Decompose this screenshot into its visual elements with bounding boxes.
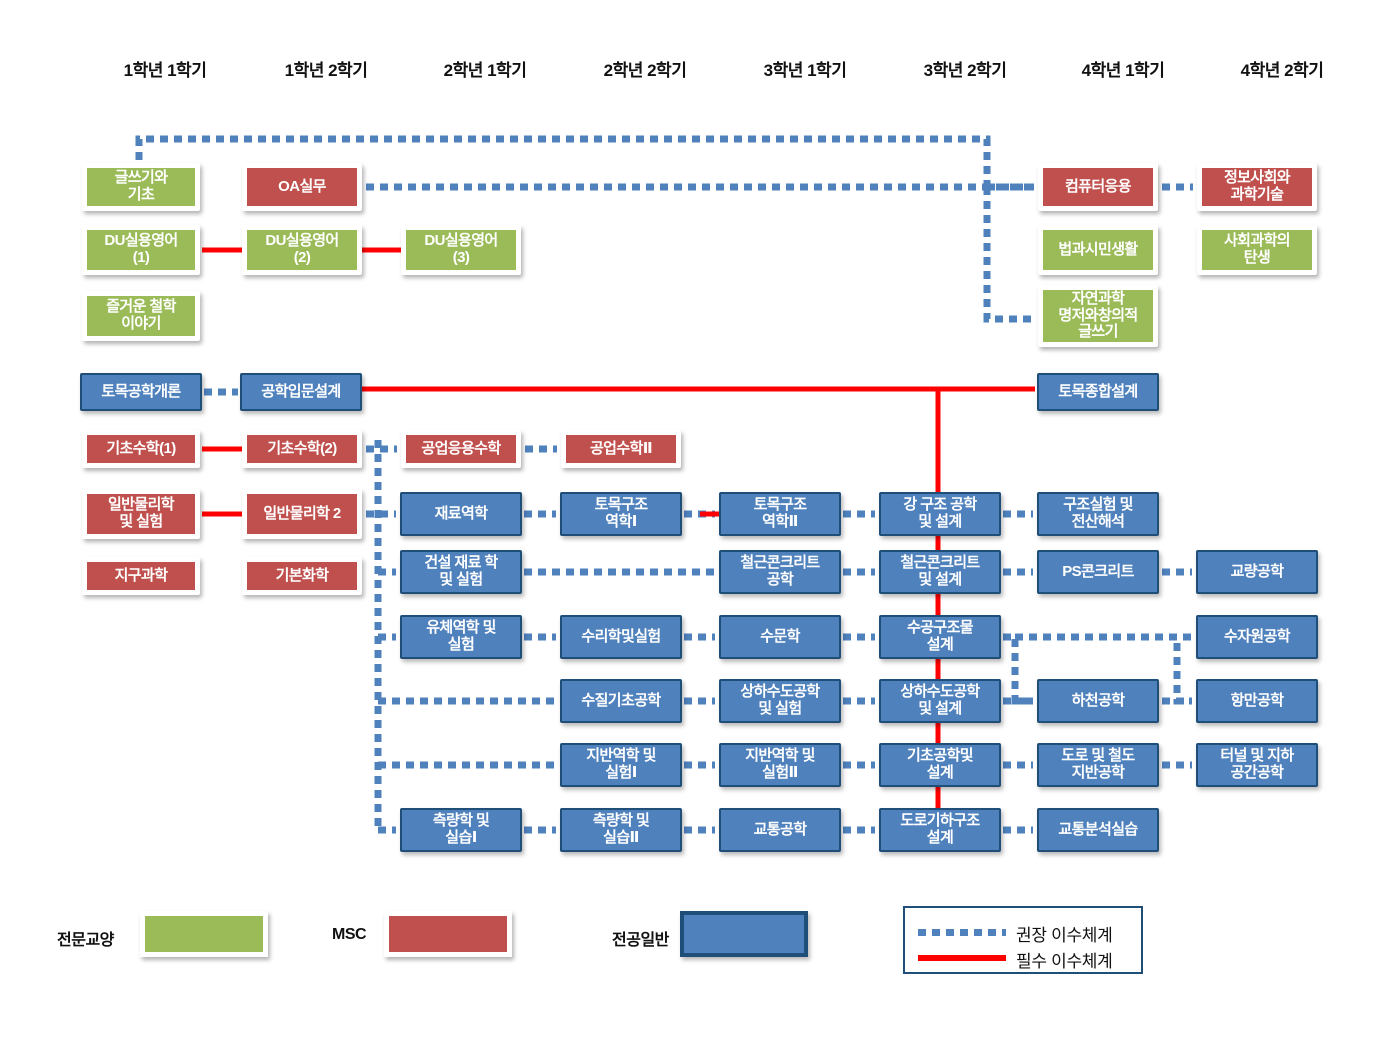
- course-node[interactable]: 항만공학: [1196, 679, 1318, 723]
- course-node[interactable]: 상하수도공학 및 설계: [879, 679, 1001, 723]
- column-header-y3s2: 3학년 2학기: [923, 61, 1007, 80]
- legend-label-required: 필수 이수체계: [1016, 952, 1113, 971]
- course-node[interactable]: 철근콘크리트 및 설계: [879, 550, 1001, 594]
- legend-swatch-liberal: [140, 911, 268, 957]
- course-node[interactable]: 일반물리학 및 실험: [82, 489, 200, 539]
- course-node[interactable]: 교통분석실습: [1037, 808, 1159, 852]
- course-node[interactable]: 측량학 및 실습Ⅱ: [560, 808, 682, 852]
- course-node[interactable]: 기초공학및 설계: [879, 743, 1001, 787]
- course-node[interactable]: 토목구조 역학Ⅱ: [719, 492, 841, 536]
- course-node[interactable]: 공업응용수학: [401, 430, 521, 468]
- course-node[interactable]: DU실용영어 (1): [82, 225, 200, 275]
- legend-label-msc: MSC: [332, 926, 367, 943]
- course-node[interactable]: 도로기하구조 설계: [879, 808, 1001, 852]
- course-node[interactable]: 즐거운 철학 이야기: [82, 291, 200, 341]
- course-node[interactable]: 공업수학Ⅱ: [561, 430, 681, 468]
- course-node[interactable]: PS콘크리트: [1037, 550, 1159, 594]
- course-node[interactable]: 상하수도공학 및 실험: [719, 679, 841, 723]
- course-node[interactable]: 강 구조 공학 및 설계: [879, 492, 1001, 536]
- course-node[interactable]: 정보사회와 과학기술: [1197, 163, 1317, 211]
- column-header-y4s1: 4학년 1학기: [1081, 61, 1165, 80]
- course-node[interactable]: OA실무: [242, 163, 362, 211]
- legend-label-major: 전공일반: [612, 932, 669, 949]
- column-header-y3s1: 3학년 1학기: [763, 61, 847, 80]
- course-node[interactable]: 기본화학: [242, 557, 362, 595]
- legend-label-recommended: 권장 이수체계: [1016, 926, 1113, 945]
- course-node[interactable]: 일반물리학 2: [242, 489, 362, 539]
- course-node[interactable]: 토목공학개론: [80, 373, 202, 411]
- course-node[interactable]: 사회과학의 탄생: [1197, 225, 1317, 275]
- column-header-y2s1: 2학년 1학기: [443, 61, 527, 80]
- course-node[interactable]: 수질기초공학: [560, 679, 682, 723]
- course-node[interactable]: 수리학및실험: [560, 615, 682, 659]
- course-node[interactable]: 수자원공학: [1196, 615, 1318, 659]
- column-header-y2s2: 2학년 2학기: [603, 61, 687, 80]
- course-node[interactable]: 터널 및 지하 공간공학: [1196, 743, 1318, 787]
- legend-dotted-line-sample: [918, 929, 1006, 936]
- course-node[interactable]: 공학입문설계: [240, 373, 362, 411]
- course-node[interactable]: 교통공학: [719, 808, 841, 852]
- column-header-y4s2: 4학년 2학기: [1240, 61, 1324, 80]
- course-node[interactable]: 지구과학: [82, 557, 200, 595]
- course-node[interactable]: 수문학: [719, 615, 841, 659]
- course-node[interactable]: 재료역학: [400, 492, 522, 536]
- course-node[interactable]: 측량학 및 실습Ⅰ: [400, 808, 522, 852]
- legend-label-liberal: 전문교양: [57, 932, 114, 949]
- course-node[interactable]: 글쓰기와 기초: [82, 163, 200, 211]
- course-node[interactable]: 토목구조 역학Ⅰ: [560, 492, 682, 536]
- legend-swatch-major: [680, 911, 808, 957]
- course-node[interactable]: 토목종합설계: [1037, 373, 1159, 411]
- course-node[interactable]: DU실용영어 (3): [401, 225, 521, 275]
- legend-swatch-msc: [384, 911, 512, 957]
- course-node[interactable]: 지반역학 및 실험Ⅰ: [560, 743, 682, 787]
- course-node[interactable]: 법과시민생활: [1038, 225, 1158, 275]
- course-node[interactable]: 건설 재료 학 및 실험: [400, 550, 522, 594]
- course-node[interactable]: 도로 및 철도 지반공학: [1037, 743, 1159, 787]
- legend-solid-line-sample: [918, 955, 1006, 961]
- course-node[interactable]: 컴퓨터응용: [1038, 163, 1158, 211]
- column-header-y1s2: 1학년 2학기: [284, 61, 368, 80]
- course-node[interactable]: 철근콘크리트 공학: [719, 550, 841, 594]
- course-node[interactable]: 기초수학(1): [82, 430, 200, 468]
- course-node[interactable]: DU실용영어 (2): [242, 225, 362, 275]
- legend-lines-box: [903, 906, 1143, 974]
- course-node[interactable]: 자연과학 명저와창의적 글쓰기: [1038, 285, 1158, 347]
- course-node[interactable]: 구조실험 및 전산해석: [1037, 492, 1159, 536]
- course-node[interactable]: 기초수학(2): [242, 430, 362, 468]
- course-node[interactable]: 유체역학 및 실험: [400, 615, 522, 659]
- column-header-y1s1: 1학년 1학기: [123, 61, 207, 80]
- course-node[interactable]: 교량공학: [1196, 550, 1318, 594]
- course-node[interactable]: 지반역학 및 실험Ⅱ: [719, 743, 841, 787]
- course-node[interactable]: 하천공학: [1037, 679, 1159, 723]
- course-node[interactable]: 수공구조물 설계: [879, 615, 1001, 659]
